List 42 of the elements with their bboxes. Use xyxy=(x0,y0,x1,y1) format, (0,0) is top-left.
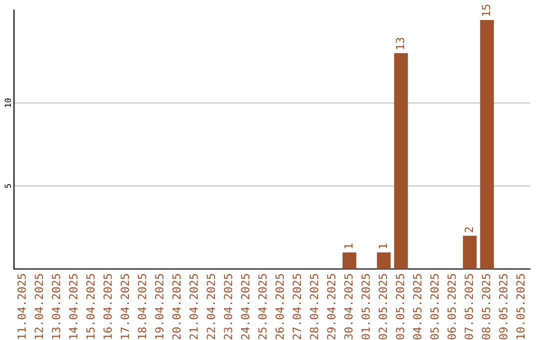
x-tick-label: 01.05.2025 xyxy=(361,274,370,340)
x-tick-label: 26.04.2025 xyxy=(275,274,284,340)
x-tick-label: 05.05.2025 xyxy=(430,274,439,340)
x-tick-label: 13.04.2025 xyxy=(52,274,60,339)
bar xyxy=(480,20,494,269)
bar xyxy=(376,252,391,269)
data-label: 13 xyxy=(396,38,404,50)
x-tick-label: 08.05.2025 xyxy=(482,274,490,340)
x-tick-label: 21.04.2025 xyxy=(189,274,198,340)
bar xyxy=(342,252,356,269)
x-tick-label: 20.04.2025 xyxy=(172,274,181,340)
x-tick-label: 03.05.2025 xyxy=(396,274,404,340)
x-tick-label: 28.04.2025 xyxy=(310,274,318,340)
x-tick-label: 25.04.2025 xyxy=(258,274,267,340)
x-tick-label: 17.04.2025 xyxy=(120,274,130,339)
x-tick-label: 15.04.2025 xyxy=(86,274,95,339)
x-tick-label: 02.05.2025 xyxy=(378,274,388,340)
x-tick-label: 12.04.2025 xyxy=(34,274,44,339)
x-tick-label: 04.05.2025 xyxy=(413,274,422,340)
x-tick-label: 30.04.2025 xyxy=(344,274,353,340)
x-tick-label: 16.04.2025 xyxy=(103,274,112,339)
x-tick-label: 19.04.2025 xyxy=(155,274,164,339)
bar xyxy=(462,236,477,269)
x-tick-label: 23.04.2025 xyxy=(224,274,232,340)
x-tick-label: 18.04.2025 xyxy=(138,274,146,339)
y-tick-label: 10 xyxy=(4,98,11,107)
x-tick-label: 22.04.2025 xyxy=(206,274,216,340)
x-tick-label: 09.05.2025 xyxy=(499,274,508,340)
y-tick-label: 5 xyxy=(4,184,11,188)
data-label: 1 xyxy=(344,244,352,248)
x-tick-label: 10.05.2025 xyxy=(516,274,525,339)
x-tick-label: 27.04.2025 xyxy=(292,274,302,340)
x-tick-label: 07.05.2025 xyxy=(464,274,474,340)
x-tick-label: 11.04.2025 xyxy=(17,274,26,339)
x-tick-label: 06.05.2025 xyxy=(447,274,456,340)
x-tick-label: 14.04.2025 xyxy=(69,274,78,339)
data-label: 15 xyxy=(482,4,490,16)
x-tick-label: 29.04.2025 xyxy=(327,274,336,340)
data-label: 1 xyxy=(378,244,387,248)
data-label: 2 xyxy=(464,227,473,232)
bar xyxy=(394,53,408,269)
x-tick-label: 24.04.2025 xyxy=(241,274,250,340)
